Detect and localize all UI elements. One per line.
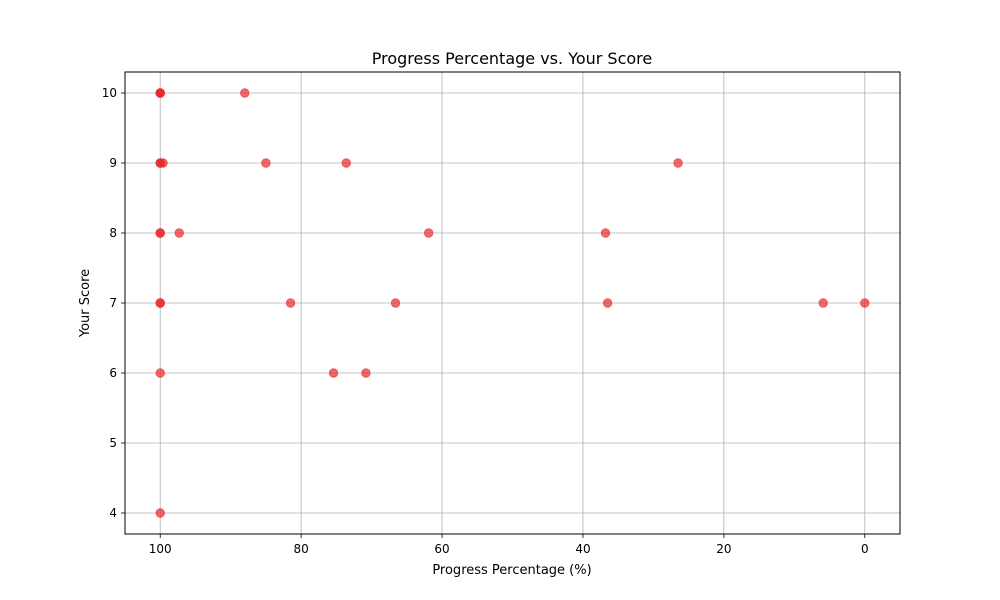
y-tick-label: 5 [109,436,117,450]
data-point [341,158,351,168]
data-point [602,298,613,308]
y-tick-label: 10 [102,86,117,100]
data-point [673,158,683,168]
y-tick-label: 7 [109,296,117,310]
data-point [285,298,296,308]
y-tick-label: 9 [109,156,117,170]
chart-title: Progress Percentage vs. Your Score [372,49,653,68]
data-point [155,368,165,378]
x-tick-label: 0 [861,542,869,556]
x-tick-label: 60 [434,542,449,556]
data-point [240,88,250,98]
x-tick-label: 80 [293,542,308,556]
data-point [261,158,271,168]
data-point [361,368,371,378]
data-point [155,88,165,98]
x-tick-label: 40 [575,542,590,556]
y-tick-label: 6 [109,366,117,380]
x-tick-label: 20 [716,542,731,556]
data-point [155,228,165,238]
x-tick-label: 100 [149,542,172,556]
data-point [328,368,339,378]
y-tick-label: 4 [109,506,117,520]
data-point [860,298,870,308]
data-point [155,298,165,308]
data-point [155,508,165,518]
axis-ticks: 100 80 60 40 20 0 4 5 6 7 8 9 10 [102,86,869,556]
data-point [390,298,401,308]
data-point [600,228,611,238]
data-points [155,88,870,518]
x-axis-label: Progress Percentage (%) [432,563,591,578]
y-tick-label: 8 [109,226,117,240]
data-point [818,298,828,308]
y-axis-label: Your Score [78,269,93,338]
data-point [158,158,168,168]
data-point [423,228,434,238]
data-point [174,228,184,238]
